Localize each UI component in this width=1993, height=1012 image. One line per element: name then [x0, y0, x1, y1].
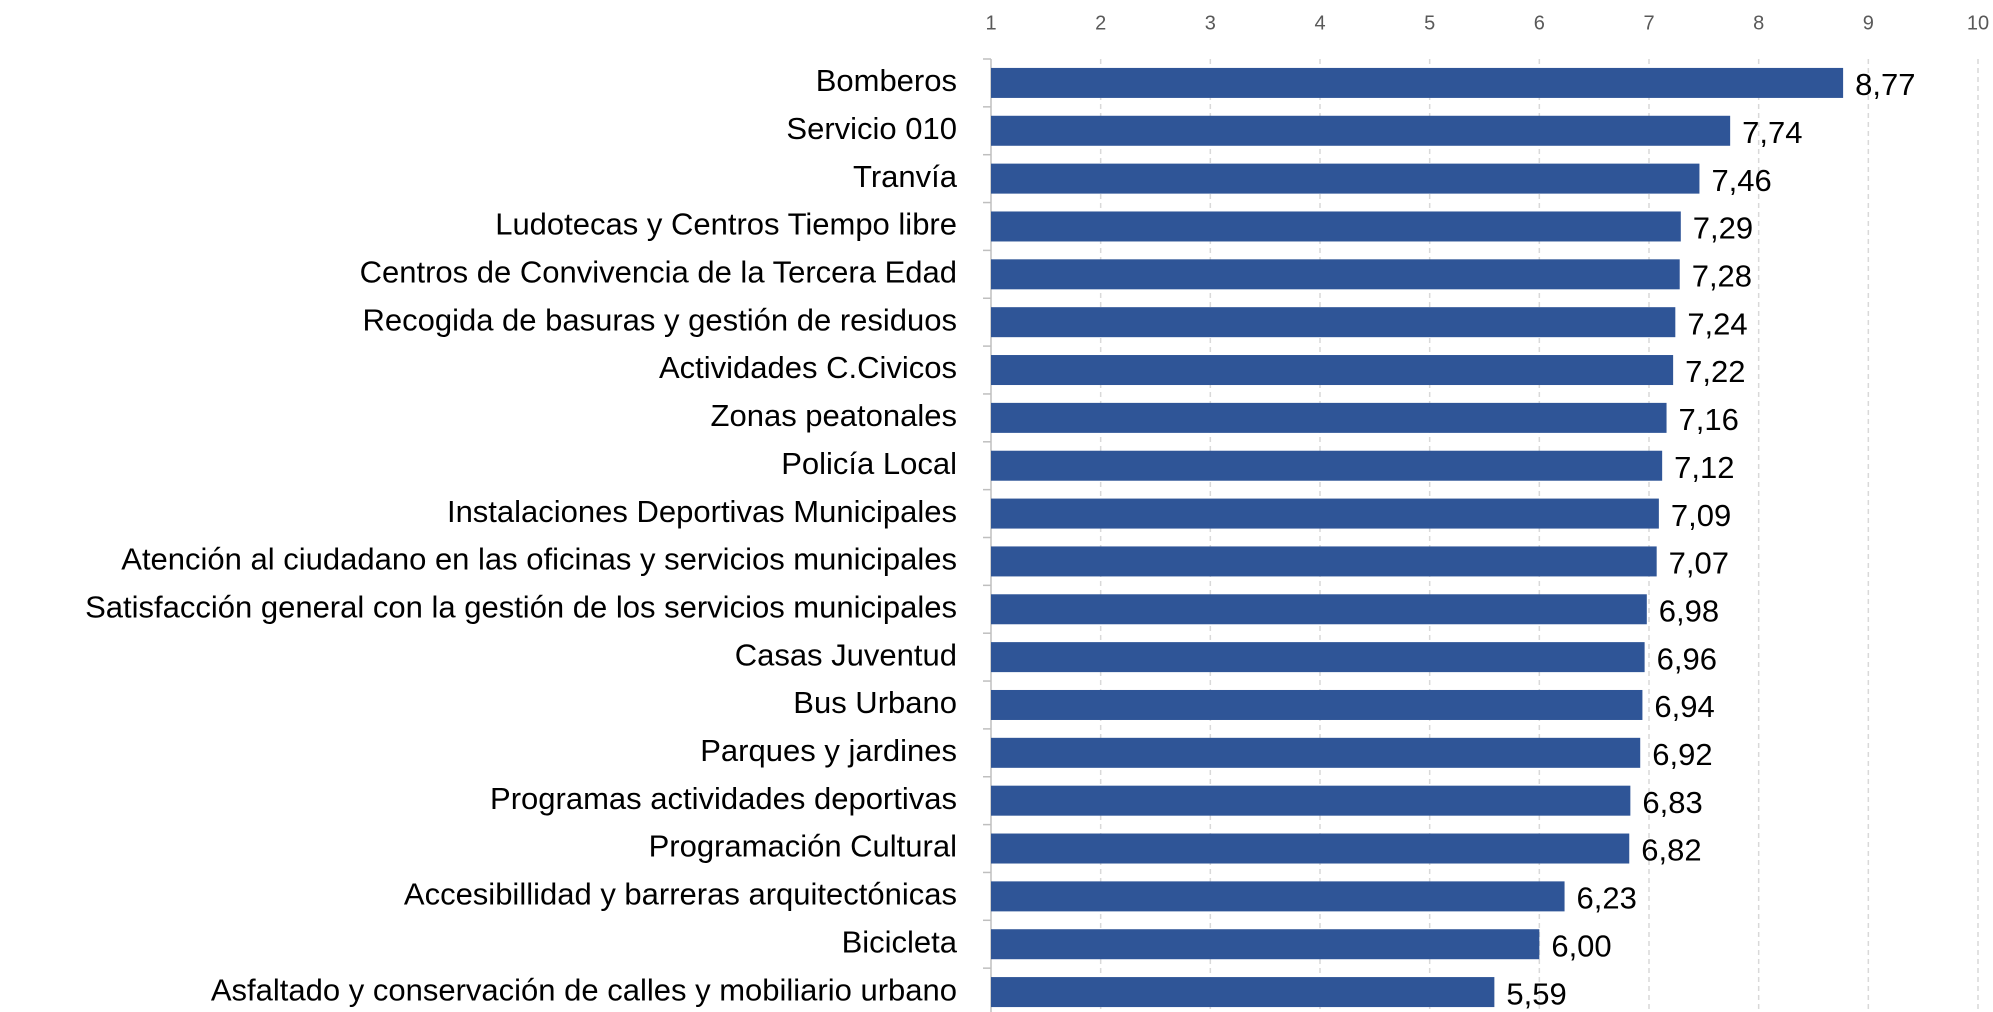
bar [991, 115, 1731, 146]
data-label: 7,09 [1671, 498, 1731, 533]
data-label: 7,07 [1669, 546, 1729, 581]
data-label: 7,24 [1687, 306, 1747, 341]
bar [991, 977, 1495, 1008]
data-label: 7,74 [1742, 115, 1802, 150]
bar [991, 737, 1641, 768]
x-tick-label: 3 [1205, 12, 1216, 34]
y-tick-label: Satisfacción general con la gestión de l… [85, 589, 957, 624]
x-tick-label: 2 [1095, 12, 1106, 34]
x-tick-label: 10 [1967, 12, 1989, 34]
bar [991, 546, 1657, 577]
data-label: 6,23 [1577, 881, 1637, 916]
bar [991, 498, 1659, 529]
y-tick-label: Programación Cultural [649, 829, 957, 864]
y-tick-label: Parques y jardines [700, 733, 957, 768]
data-label: 7,29 [1693, 211, 1753, 246]
x-tick-label: 6 [1534, 12, 1545, 34]
y-tick-label: Ludotecas y Centros Tiempo libre [495, 207, 957, 242]
bar [991, 833, 1630, 864]
data-label: 6,98 [1659, 593, 1719, 628]
bar [991, 355, 1674, 386]
data-label: 7,16 [1679, 402, 1739, 437]
y-tick-label: Instalaciones Deportivas Municipales [447, 494, 957, 529]
data-label: 6,96 [1657, 641, 1717, 676]
bar [991, 163, 1700, 194]
y-tick-label: Casas Juventud [735, 637, 957, 672]
y-tick-label: Bicicleta [842, 924, 958, 959]
data-label: 6,83 [1642, 785, 1702, 820]
y-tick-label: Bus Urbano [793, 685, 957, 720]
bar [991, 881, 1565, 912]
y-tick-label: Programas actividades deportivas [490, 781, 957, 816]
x-tick-label: 7 [1643, 12, 1654, 34]
y-tick-label: Atención al ciudadano en las oficinas y … [121, 542, 957, 577]
data-label: 8,77 [1855, 67, 1915, 102]
y-tick-label: Recogida de basuras y gestión de residuo… [362, 302, 957, 337]
bar [991, 785, 1631, 816]
data-label: 5,59 [1506, 976, 1566, 1011]
data-label: 6,94 [1654, 689, 1714, 724]
data-label: 6,92 [1652, 737, 1712, 772]
data-label: 7,46 [1711, 163, 1771, 198]
bar [991, 929, 1540, 960]
y-tick-label: Bomberos [816, 63, 957, 98]
bar [991, 642, 1645, 673]
bar [991, 211, 1681, 242]
y-tick-label: Tranvía [853, 159, 958, 194]
x-tick-label: 8 [1753, 12, 1764, 34]
y-tick-label: Policía Local [781, 446, 957, 481]
y-tick-label: Asfaltado y conservación de calles y mob… [211, 972, 957, 1007]
bar [991, 307, 1676, 338]
x-tick-label: 5 [1424, 12, 1435, 34]
data-label: 7,12 [1674, 450, 1734, 485]
y-tick-label: Servicio 010 [786, 111, 957, 146]
bar [991, 259, 1680, 290]
x-tick-label: 9 [1863, 12, 1874, 34]
y-tick-label: Zonas peatonales [711, 398, 957, 433]
data-label: 7,22 [1685, 354, 1745, 389]
x-tick-label: 4 [1314, 12, 1325, 34]
y-tick-label: Accesibillidad y barreras arquitectónica… [404, 877, 957, 912]
y-tick-label: Centros de Convivencia de la Tercera Eda… [360, 255, 957, 290]
bar [991, 67, 1844, 98]
bar [991, 594, 1647, 625]
data-label: 6,00 [1551, 928, 1611, 963]
y-tick-label: Actividades C.Civicos [659, 350, 957, 385]
data-label: 7,28 [1692, 259, 1752, 294]
data-label: 6,82 [1641, 833, 1701, 868]
x-tick-label: 1 [985, 12, 996, 34]
bar [991, 402, 1667, 433]
bar [991, 689, 1643, 720]
bar [991, 450, 1663, 481]
